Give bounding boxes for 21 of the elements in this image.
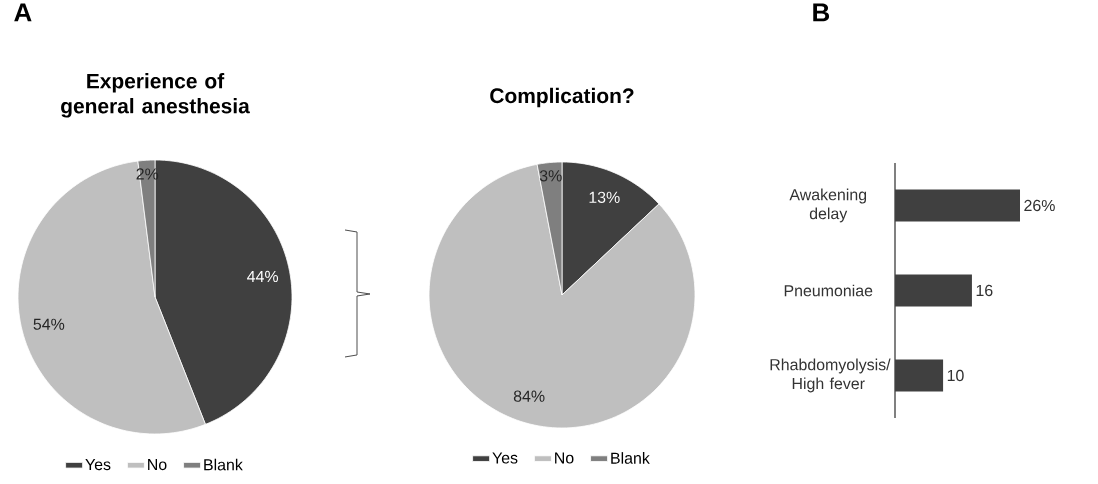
legend-label: No	[555, 452, 574, 464]
chart-title: Complication?	[490, 87, 634, 108]
data-label: 44%	[247, 270, 279, 283]
legend-label: No	[148, 459, 167, 471]
legend-label: Blank	[611, 452, 650, 464]
y-tick-label: Pneumoniae	[784, 284, 873, 297]
y-tick-label: Rhabdomyolysis/ High fever	[770, 358, 891, 393]
data-label: 10	[947, 369, 964, 382]
data-label: 3%	[539, 170, 562, 182]
text: B	[813, 3, 830, 22]
data-label: 84%	[513, 390, 545, 402]
data-label: 13%	[589, 191, 620, 203]
chart-title: Experience of general anesthesia	[61, 73, 250, 118]
data-label: 54%	[33, 318, 65, 330]
legend-label: Yes	[492, 452, 518, 464]
data-label: 16	[976, 284, 993, 297]
text: A	[14, 3, 32, 22]
legend-label: Blank	[204, 458, 243, 471]
y-tick-label: Awakening delay	[789, 188, 867, 223]
legend-label: Yes	[85, 459, 111, 471]
data-label: 26%	[1024, 199, 1055, 212]
